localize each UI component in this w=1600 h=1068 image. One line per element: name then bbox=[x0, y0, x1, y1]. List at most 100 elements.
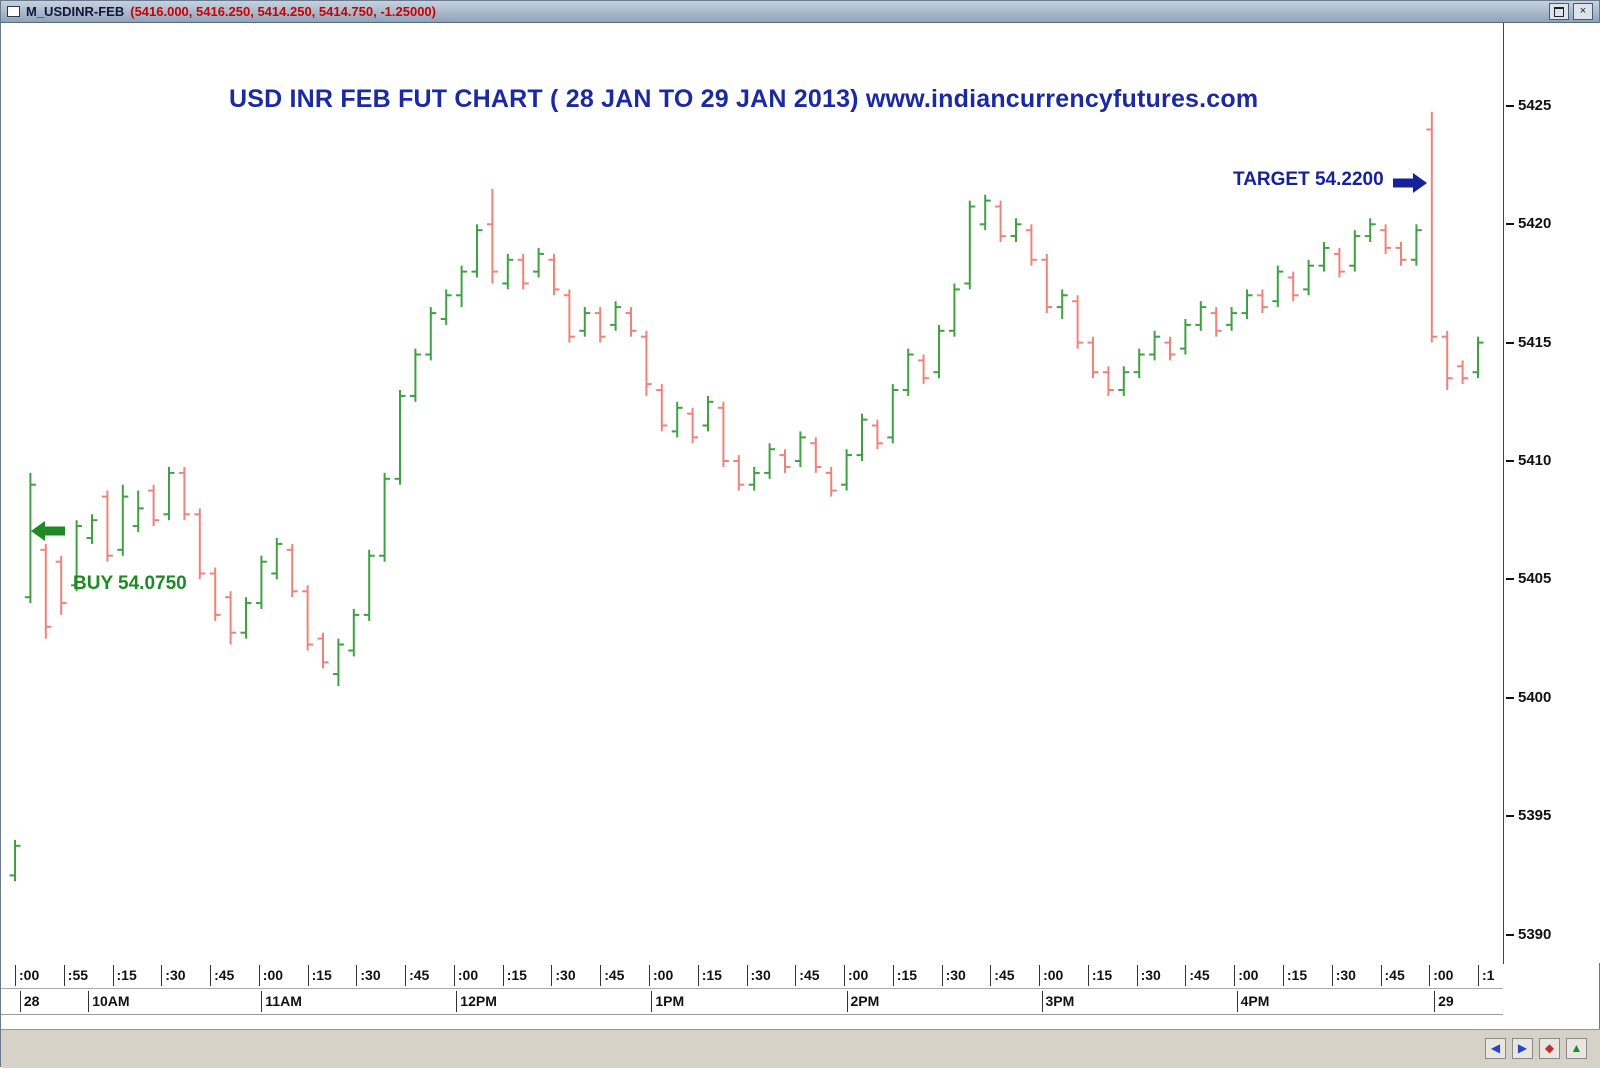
time-tick-label: :00 bbox=[453, 965, 478, 986]
restore-button[interactable] bbox=[1549, 3, 1569, 20]
ohlc-bar bbox=[486, 188, 498, 284]
ohlc-bar bbox=[1472, 336, 1484, 379]
ohlc-bar bbox=[1410, 224, 1422, 266]
ohlc-bar bbox=[687, 407, 699, 444]
ohlc-bar bbox=[794, 431, 806, 467]
ohlc-bar bbox=[856, 413, 868, 461]
time-tick-label: :30 bbox=[161, 965, 186, 986]
time-tick-label: :45 bbox=[990, 965, 1015, 986]
date-label: 4PM bbox=[1236, 991, 1269, 1012]
ohlc-bar bbox=[379, 472, 391, 562]
ohlc-bar bbox=[748, 467, 760, 491]
time-tick-label: :15 bbox=[697, 965, 722, 986]
nav-up-icon[interactable]: ▲ bbox=[1566, 1038, 1587, 1059]
time-tick-label: :45 bbox=[1185, 965, 1210, 986]
ohlc-bar bbox=[271, 538, 283, 580]
ohlc-bar bbox=[456, 265, 468, 308]
date-label: 2PM bbox=[846, 991, 879, 1012]
time-axis: :00:55:15:30:45:00:15:30:45:00:15:30:45:… bbox=[1, 963, 1503, 989]
ohlc-bar bbox=[810, 437, 822, 473]
time-tick-label: :15 bbox=[1087, 965, 1112, 986]
ohlc-bar bbox=[240, 597, 252, 639]
time-tick-label: :15 bbox=[502, 965, 527, 986]
time-tick-label: :45 bbox=[600, 965, 624, 986]
chart-heading: USD INR FEB FUT CHART ( 28 JAN TO 29 JAN… bbox=[229, 85, 1259, 113]
ohlc-bar bbox=[302, 585, 314, 651]
ohlc-bar bbox=[286, 543, 298, 598]
ohlc-bar bbox=[1333, 247, 1345, 278]
ohlc-bar bbox=[86, 514, 98, 544]
ohlc-bar bbox=[425, 307, 437, 361]
ohlc-bar bbox=[363, 549, 375, 621]
ohlc-bar bbox=[1056, 289, 1068, 319]
ohlc-bar bbox=[563, 289, 575, 343]
ohlc-bar bbox=[1272, 265, 1284, 308]
time-tick-label: :15 bbox=[307, 965, 332, 986]
target-arrow-icon bbox=[1393, 173, 1427, 193]
ohlc-bar bbox=[409, 348, 421, 402]
time-tick-label: :00 bbox=[1039, 965, 1063, 986]
time-tick-label: :15 bbox=[112, 965, 137, 986]
ohlc-bar bbox=[533, 247, 545, 278]
ohlc-bar bbox=[1318, 242, 1330, 272]
time-tick-label: :00 bbox=[15, 965, 39, 986]
time-tick-label: :00 bbox=[844, 965, 868, 986]
date-label: 29 bbox=[1434, 991, 1454, 1012]
close-icon: × bbox=[1579, 5, 1587, 17]
ohlc-bar bbox=[1287, 271, 1299, 302]
bottom-scroll-strip[interactable]: ◀ ▶ ◆ ▲ bbox=[1, 1029, 1600, 1068]
chart-toolbar: ◀ ▶ ◆ ▲ bbox=[1485, 1038, 1587, 1059]
date-label: 28 bbox=[19, 991, 39, 1012]
ohlc-bar bbox=[825, 467, 837, 497]
nav-left-icon[interactable]: ◀ bbox=[1485, 1038, 1506, 1059]
price-tick-label: 5395 bbox=[1505, 807, 1552, 825]
ohlc-bar bbox=[1025, 224, 1037, 266]
ohlc-bar bbox=[163, 467, 175, 521]
ohlc-bar bbox=[1426, 111, 1438, 343]
price-tick-label: 5420 bbox=[1505, 215, 1552, 233]
time-tick-label: :00 bbox=[258, 965, 283, 986]
window-controls: × bbox=[1549, 3, 1593, 20]
ohlc-bar bbox=[764, 443, 776, 479]
restore-icon bbox=[1554, 6, 1564, 17]
titlebar-ohlc-quote: (5416.000, 5416.250, 5414.250, 5414.750,… bbox=[130, 4, 436, 19]
ohlc-bar bbox=[40, 543, 52, 639]
window-title: M_USDINR-FEB bbox=[26, 4, 125, 19]
ohlc-bar bbox=[1010, 218, 1022, 242]
ohlc-bar bbox=[548, 253, 560, 296]
ohlc-bar bbox=[440, 289, 452, 325]
time-tick-label: :30 bbox=[941, 965, 966, 986]
nav-marker-icon[interactable]: ◆ bbox=[1539, 1038, 1560, 1059]
close-button[interactable]: × bbox=[1573, 3, 1593, 20]
ohlc-bar bbox=[1210, 307, 1222, 337]
ohlc-bar bbox=[887, 384, 899, 444]
ohlc-bar bbox=[1457, 360, 1469, 385]
ohlc-bar bbox=[841, 449, 853, 491]
date-label: 1PM bbox=[651, 991, 684, 1012]
time-tick-label: :30 bbox=[356, 965, 381, 986]
nav-right-icon[interactable]: ▶ bbox=[1512, 1038, 1533, 1059]
time-tick-label: :30 bbox=[551, 965, 576, 986]
ohlc-bar bbox=[1087, 336, 1099, 379]
ohlc-bar bbox=[918, 354, 930, 385]
ohlc-bar bbox=[1133, 348, 1145, 379]
ohlc-bar bbox=[1364, 218, 1376, 242]
ohlc-bar bbox=[255, 555, 267, 609]
chart-plot-area: USD INR FEB FUT CHART ( 28 JAN TO 29 JAN… bbox=[1, 23, 1504, 964]
price-tick-label: 5390 bbox=[1505, 925, 1552, 943]
target-annotation: TARGET 54.2200 bbox=[1233, 169, 1384, 190]
time-tick-label: :15 bbox=[1282, 965, 1307, 986]
ohlc-bar bbox=[9, 839, 21, 882]
time-tick-label: :00 bbox=[1429, 965, 1453, 986]
ohlc-bar bbox=[1395, 242, 1407, 266]
date-label: 11AM bbox=[261, 991, 302, 1012]
ohlc-bar bbox=[1303, 259, 1315, 296]
ohlc-bar bbox=[933, 324, 945, 379]
ohlc-bar bbox=[1226, 307, 1238, 331]
price-axis: 5425 5420 5415 5410 5405 5400 5395 5390 bbox=[1504, 23, 1600, 963]
ohlc-bar bbox=[225, 591, 237, 645]
ohlc-bar bbox=[1118, 366, 1130, 396]
ohlc-bar bbox=[317, 632, 329, 669]
ohlc-bar bbox=[1349, 230, 1361, 272]
